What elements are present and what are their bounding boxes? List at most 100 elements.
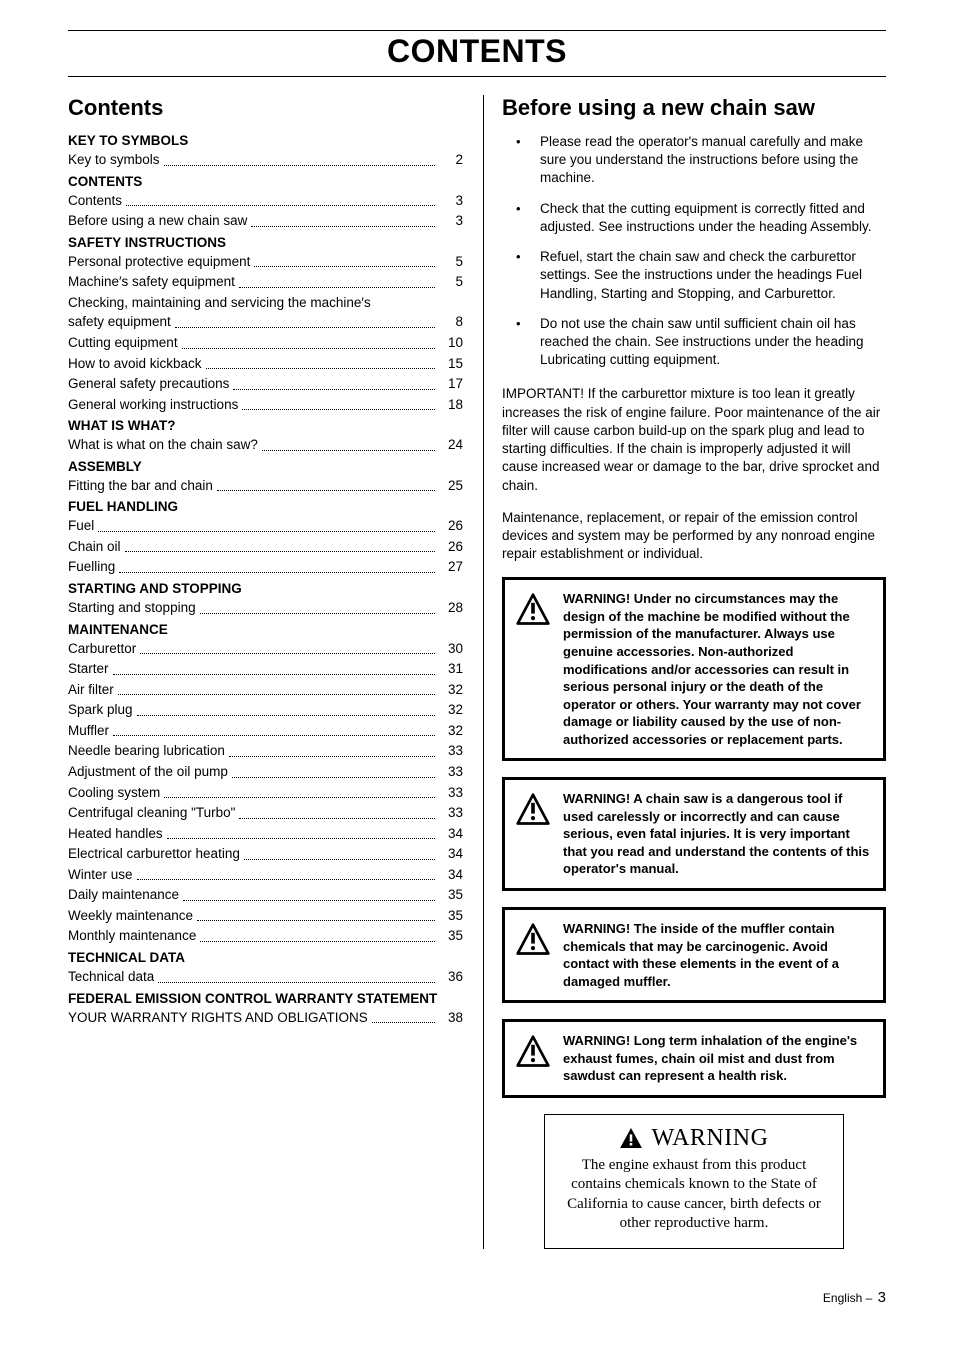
warning-triangle-icon bbox=[515, 792, 551, 828]
toc-dots bbox=[119, 572, 435, 573]
toc-dots bbox=[125, 551, 435, 552]
bullet-item: Check that the cutting equipment is corr… bbox=[502, 200, 886, 236]
toc-entry: Winter use34 bbox=[68, 865, 463, 885]
toc-entry: Before using a new chain saw3 bbox=[68, 211, 463, 231]
toc-entry-page: 5 bbox=[439, 252, 463, 272]
maintenance-paragraph: Maintenance, replacement, or repair of t… bbox=[502, 509, 886, 564]
toc-entry-label: Fitting the bar and chain bbox=[68, 476, 213, 496]
toc-section-heading: WHAT IS WHAT? bbox=[68, 418, 463, 433]
toc-entry-page: 36 bbox=[439, 967, 463, 987]
toc-dots bbox=[239, 818, 435, 819]
toc-dots bbox=[233, 389, 435, 390]
bullet-item: Please read the operator's manual carefu… bbox=[502, 133, 886, 188]
toc-section-heading: FEDERAL EMISSION CONTROL WARRANTY STATEM… bbox=[68, 991, 463, 1006]
footer-page-number: 3 bbox=[878, 1289, 886, 1306]
toc-section-heading: CONTENTS bbox=[68, 174, 463, 189]
toc-entry: Starter31 bbox=[68, 659, 463, 679]
toc-entry: Chain oil26 bbox=[68, 537, 463, 557]
toc-dots bbox=[98, 531, 435, 532]
toc-entry: Needle bearing lubrication33 bbox=[68, 741, 463, 761]
toc-dots bbox=[200, 941, 435, 942]
warning-triangle-icon bbox=[515, 1034, 551, 1070]
toc-entry-label: Centrifugal cleaning "Turbo" bbox=[68, 803, 235, 823]
toc-entry-label: Personal protective equipment bbox=[68, 252, 250, 272]
toc-dots bbox=[229, 756, 435, 757]
toc-entry: Fitting the bar and chain 25 bbox=[68, 476, 463, 496]
toc-entry-page: 26 bbox=[439, 537, 463, 557]
toc-dots bbox=[372, 1022, 435, 1023]
toc-entry: What is what on the chain saw?24 bbox=[68, 435, 463, 455]
toc-dots bbox=[242, 409, 435, 410]
page-title: CONTENTS bbox=[68, 33, 886, 77]
toc-entry-label: Monthly maintenance bbox=[68, 926, 196, 946]
warning-triangle-solid-icon bbox=[620, 1128, 642, 1148]
toc-section-heading: TECHNICAL DATA bbox=[68, 950, 463, 965]
toc-entry-page: 33 bbox=[439, 741, 463, 761]
ca-warning-body: The engine exhaust from this product con… bbox=[561, 1156, 827, 1234]
toc-entry-page: 26 bbox=[439, 516, 463, 536]
toc-entry-label: Daily maintenance bbox=[68, 885, 179, 905]
toc-entry-page: 38 bbox=[439, 1008, 463, 1028]
toc-entry-label: How to avoid kickback bbox=[68, 354, 202, 374]
toc-entry: YOUR WARRANTY RIGHTS AND OBLIGATIONS38 bbox=[68, 1008, 463, 1028]
toc-entry-label: Technical data bbox=[68, 967, 154, 987]
toc-entry-label: Machine′s safety equipment bbox=[68, 272, 235, 292]
toc-entry: Cutting equipment10 bbox=[68, 333, 463, 353]
footer-language: English bbox=[823, 1291, 862, 1305]
toc-entry-page: 32 bbox=[439, 721, 463, 741]
toc-dots bbox=[251, 226, 435, 227]
toc-entry-label: Cooling system bbox=[68, 783, 160, 803]
toc-entry-label: Cutting equipment bbox=[68, 333, 178, 353]
toc-entry-page: 35 bbox=[439, 906, 463, 926]
toc-dots bbox=[164, 165, 435, 166]
toc-entry-label: Starting and stopping bbox=[68, 598, 196, 618]
toc-entry-page: 25 bbox=[439, 476, 463, 496]
toc-section-heading: MAINTENANCE bbox=[68, 622, 463, 637]
toc-section-heading: ASSEMBLY bbox=[68, 459, 463, 474]
toc-entry-label: Electrical carburettor heating bbox=[68, 844, 240, 864]
toc-entry: Weekly maintenance 35 bbox=[68, 906, 463, 926]
toc-entry-page: 33 bbox=[439, 803, 463, 823]
toc-entry-page: 31 bbox=[439, 659, 463, 679]
toc-entry-page: 30 bbox=[439, 639, 463, 659]
toc-entry-page: 3 bbox=[439, 191, 463, 211]
toc-entry: Fuelling27 bbox=[68, 557, 463, 577]
toc-dots bbox=[183, 900, 435, 901]
toc-entry-page: 17 bbox=[439, 374, 463, 394]
warning-text: WARNING! A chain saw is a dangerous tool… bbox=[563, 790, 871, 878]
warning-box: WARNING! Under no circumstances may the … bbox=[502, 577, 886, 761]
toc-entry-page: 35 bbox=[439, 926, 463, 946]
toc-entry: Contents 3 bbox=[68, 191, 463, 211]
toc-entry: General working instructions 18 bbox=[68, 395, 463, 415]
toc-entry-label: Weekly maintenance bbox=[68, 906, 193, 926]
toc-dots bbox=[137, 879, 435, 880]
toc-entry: Machine′s safety equipment5 bbox=[68, 272, 463, 292]
toc-entry-label: Winter use bbox=[68, 865, 133, 885]
toc-entry-page: 2 bbox=[439, 150, 463, 170]
toc-dots bbox=[232, 777, 435, 778]
toc-entry-label: General working instructions bbox=[68, 395, 238, 415]
toc-entry-page: 35 bbox=[439, 885, 463, 905]
toc-entry-page: 18 bbox=[439, 395, 463, 415]
toc-entry: Heated handles34 bbox=[68, 824, 463, 844]
toc-section-heading: FUEL HANDLING bbox=[68, 499, 463, 514]
content-column: Before using a new chain saw Please read… bbox=[483, 95, 886, 1249]
toc-dots bbox=[167, 838, 435, 839]
toc-entry: Personal protective equipment 5 bbox=[68, 252, 463, 272]
toc-entry: How to avoid kickback 15 bbox=[68, 354, 463, 374]
warning-triangle-icon bbox=[515, 922, 551, 958]
toc-entry-label: Contents bbox=[68, 191, 122, 211]
toc-dots bbox=[217, 490, 435, 491]
toc-entry-label: Before using a new chain saw bbox=[68, 211, 247, 231]
toc-column: Contents KEY TO SYMBOLSKey to symbols2CO… bbox=[68, 95, 463, 1249]
toc-entry-page: 15 bbox=[439, 354, 463, 374]
toc-entry: Technical data 36 bbox=[68, 967, 463, 987]
toc-dots bbox=[239, 287, 435, 288]
warning-text: WARNING! Under no circumstances may the … bbox=[563, 590, 871, 748]
toc-entry-page: 27 bbox=[439, 557, 463, 577]
toc-entry-page: 33 bbox=[439, 783, 463, 803]
ca-warning-title: WARNING bbox=[652, 1125, 769, 1152]
toc-entry: Centrifugal cleaning "Turbo" 33 bbox=[68, 803, 463, 823]
warning-text: WARNING! The inside of the muffler conta… bbox=[563, 920, 871, 990]
toc-dots bbox=[126, 205, 435, 206]
